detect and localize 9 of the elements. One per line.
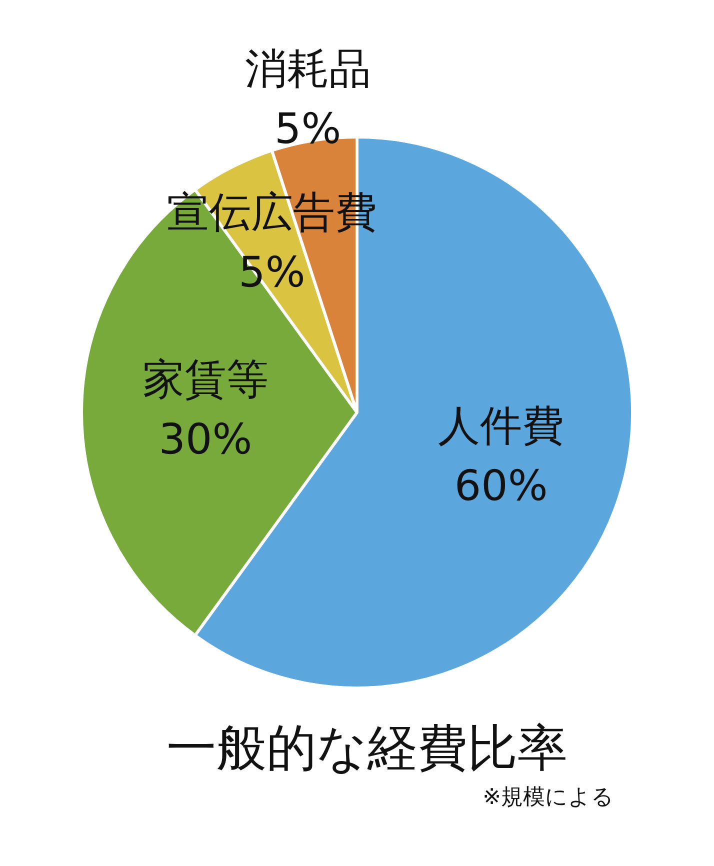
slice-label: 消耗品	[244, 44, 371, 94]
text: 一般的な経費比率	[166, 718, 568, 779]
data-label: 60%	[454, 461, 548, 510]
data-label: 30%	[158, 414, 252, 464]
slice-label: 人件費	[438, 401, 564, 450]
text: ※規模による	[482, 784, 615, 812]
slice-label: 宣伝広告費	[166, 187, 377, 236]
data-label: 5%	[274, 104, 342, 154]
slice-label: 家賃等	[142, 354, 268, 404]
